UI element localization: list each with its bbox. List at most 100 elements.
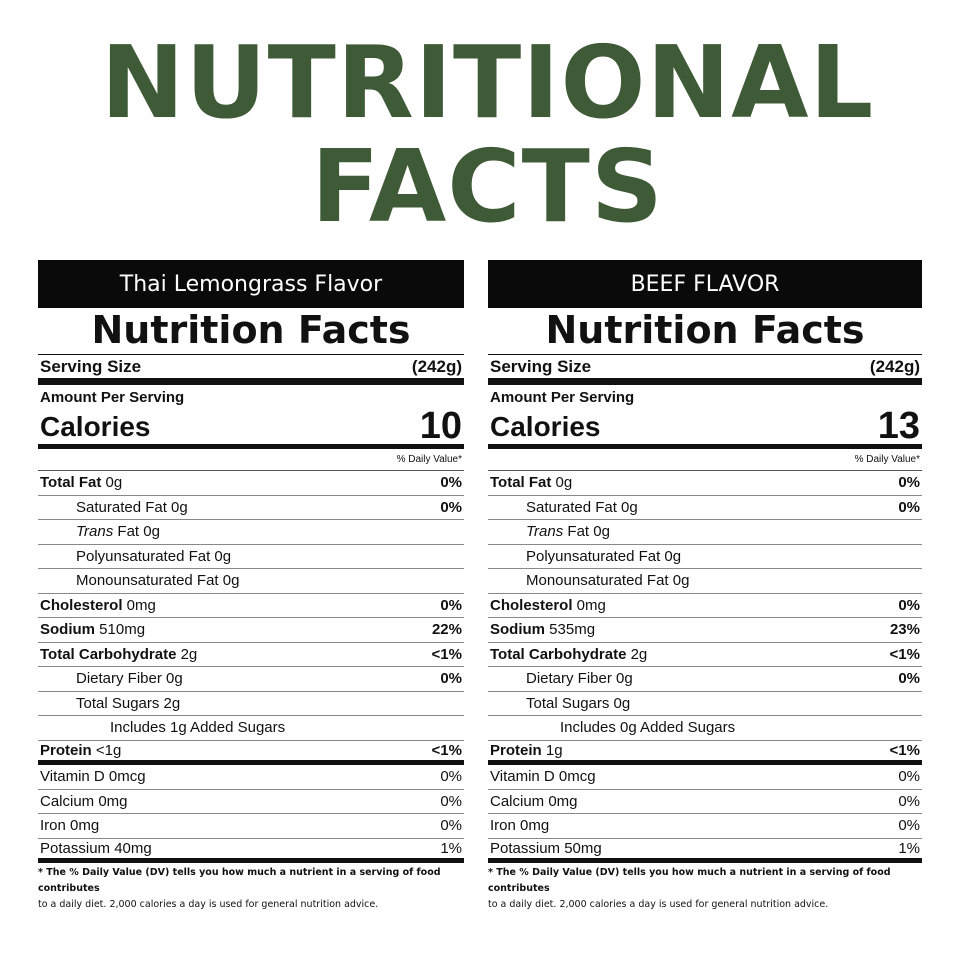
protein-amount: <1g xyxy=(91,741,122,759)
total-fat-row: Total Fat 0g 0% xyxy=(488,471,922,496)
sodium-row: Sodium 535mg 23% xyxy=(488,618,922,643)
nutrition-label-thai: Thai Lemongrass Flavor Nutrition Facts S… xyxy=(38,260,464,913)
polyunsaturated-fat-label: Polyunsaturated Fat 0g xyxy=(526,547,682,565)
serving-size-value: (242g) xyxy=(411,356,462,376)
serving-size-label: Serving Size xyxy=(490,356,592,376)
dietary-fiber-row: Dietary Fiber 0g 0% xyxy=(488,667,922,692)
saturated-fat-label: Saturated Fat 0g xyxy=(76,498,188,516)
iron-row: Iron 0mg 0% xyxy=(488,814,922,839)
sodium-row: Sodium 510mg 22% xyxy=(38,618,464,643)
protein-row: Protein <1g <1% xyxy=(38,741,464,765)
monounsaturated-fat-label: Monounsaturated Fat 0g xyxy=(526,572,690,590)
protein-dv: <1% xyxy=(431,741,462,759)
iron-label: Iron 0mg xyxy=(40,817,100,835)
sodium-dv: 22% xyxy=(431,621,462,639)
calories-value: 10 xyxy=(419,405,462,447)
calories-row: Calories 10 xyxy=(38,405,464,449)
amount-per-serving-label: Amount Per Serving xyxy=(490,388,635,406)
iron-dv: 0% xyxy=(898,817,920,835)
amount-per-serving-label: Amount Per Serving xyxy=(40,388,185,406)
potassium-row: Potassium 50mg 1% xyxy=(488,839,922,863)
calories-label: Calories xyxy=(490,410,601,442)
serving-size-row: Serving Size (242g) xyxy=(488,355,922,385)
cholesterol-dv: 0% xyxy=(898,596,920,614)
vitamin-d-label: Vitamin D 0mcg xyxy=(40,768,146,786)
added-sugars-label: Includes 1g Added Sugars xyxy=(110,719,286,737)
total-carbohydrate-row: Total Carbohydrate 2g <1% xyxy=(38,643,464,667)
dietary-fiber-dv: 0% xyxy=(898,670,920,688)
total-carbohydrate-amount: 2g xyxy=(626,645,648,663)
calcium-label: Calcium 0mg xyxy=(40,792,128,810)
daily-value-header-text: % Daily Value* xyxy=(854,454,920,465)
total-fat-row: Total Fat 0g 0% xyxy=(38,471,464,496)
total-carbohydrate-amount: 2g xyxy=(176,645,198,663)
footnote: * The % Daily Value (DV) tells you how m… xyxy=(38,863,464,913)
added-sugars-label: Includes 0g Added Sugars xyxy=(560,719,736,737)
cholesterol-row: Cholesterol 0mg 0% xyxy=(38,594,464,618)
total-fat-dv: 0% xyxy=(898,474,920,492)
cholesterol-label: Cholesterol xyxy=(490,596,573,614)
iron-dv: 0% xyxy=(440,817,462,835)
flavor-banner: BEEF FLAVOR xyxy=(488,260,922,308)
cholesterol-row: Cholesterol 0mg 0% xyxy=(488,594,922,618)
vitamin-d-dv: 0% xyxy=(898,768,920,786)
saturated-fat-row: Saturated Fat 0g 0% xyxy=(38,496,464,520)
total-sugars-label: Total Sugars 0g xyxy=(526,694,631,712)
calcium-dv: 0% xyxy=(898,792,920,810)
trans-fat-amount: Fat 0g xyxy=(113,523,160,541)
footnote-line1: * The % Daily Value (DV) tells you how m… xyxy=(488,867,891,894)
sodium-amount: 535mg xyxy=(545,621,596,639)
trans-fat-row: Trans Fat 0g xyxy=(488,520,922,545)
potassium-dv: 1% xyxy=(898,839,920,857)
nutrition-label-beef: BEEF FLAVOR Nutrition Facts Serving Size… xyxy=(488,260,922,913)
protein-label: Protein xyxy=(40,741,92,759)
daily-value-header-text: % Daily Value* xyxy=(396,454,462,465)
total-carbohydrate-dv: <1% xyxy=(889,645,920,663)
potassium-label: Potassium 50mg xyxy=(490,839,602,857)
calcium-dv: 0% xyxy=(440,792,462,810)
footnote-line1: * The % Daily Value (DV) tells you how m… xyxy=(38,867,441,894)
protein-dv: <1% xyxy=(889,741,920,759)
dietary-fiber-row: Dietary Fiber 0g 0% xyxy=(38,667,464,692)
daily-value-header: % Daily Value* xyxy=(488,449,922,471)
monounsaturated-fat-row: Monounsaturated Fat 0g xyxy=(38,569,464,594)
iron-row: Iron 0mg 0% xyxy=(38,814,464,839)
vitamin-d-row: Vitamin D 0mcg 0% xyxy=(488,765,922,790)
page-title-line2: FACTS xyxy=(311,128,664,245)
vitamin-d-dv: 0% xyxy=(440,768,462,786)
monounsaturated-fat-label: Monounsaturated Fat 0g xyxy=(76,572,240,590)
trans-fat-row: Trans Fat 0g xyxy=(38,520,464,545)
total-carbohydrate-label: Total Carbohydrate xyxy=(490,645,627,663)
daily-value-header: % Daily Value* xyxy=(38,449,464,471)
potassium-label: Potassium 40mg xyxy=(40,839,152,857)
added-sugars-row: Includes 1g Added Sugars xyxy=(38,716,464,741)
calories-label: Calories xyxy=(40,410,151,442)
serving-size-row: Serving Size (242g) xyxy=(38,355,464,385)
dietary-fiber-label: Dietary Fiber 0g xyxy=(526,670,633,688)
amount-per-serving: Amount Per Serving xyxy=(38,385,464,409)
flavor-banner: Thai Lemongrass Flavor xyxy=(38,260,464,308)
protein-label: Protein xyxy=(490,741,542,759)
cholesterol-label: Cholesterol xyxy=(40,596,123,614)
footnote: * The % Daily Value (DV) tells you how m… xyxy=(488,863,922,913)
potassium-row: Potassium 40mg 1% xyxy=(38,839,464,863)
polyunsaturated-fat-label: Polyunsaturated Fat 0g xyxy=(76,547,232,565)
polyunsaturated-fat-row: Polyunsaturated Fat 0g xyxy=(488,545,922,569)
cholesterol-amount: 0mg xyxy=(122,596,156,614)
total-fat-label: Total Fat xyxy=(40,474,102,492)
serving-size-value: (242g) xyxy=(869,356,920,376)
vitamin-d-label: Vitamin D 0mcg xyxy=(490,768,596,786)
footnote-line2: to a daily diet. 2,000 calories a day is… xyxy=(488,899,829,910)
total-fat-dv: 0% xyxy=(440,474,462,492)
total-fat-label: Total Fat xyxy=(490,474,552,492)
cholesterol-dv: 0% xyxy=(440,596,462,614)
calcium-label: Calcium 0mg xyxy=(490,792,578,810)
dietary-fiber-dv: 0% xyxy=(440,670,462,688)
total-sugars-row: Total Sugars 0g xyxy=(488,692,922,716)
polyunsaturated-fat-row: Polyunsaturated Fat 0g xyxy=(38,545,464,569)
trans-fat-label: Trans xyxy=(526,523,564,541)
nutrition-facts-heading: Nutrition Facts xyxy=(488,308,922,355)
saturated-fat-dv: 0% xyxy=(440,498,462,516)
total-fat-amount: 0g xyxy=(101,474,123,492)
sodium-amount: 510mg xyxy=(95,621,146,639)
